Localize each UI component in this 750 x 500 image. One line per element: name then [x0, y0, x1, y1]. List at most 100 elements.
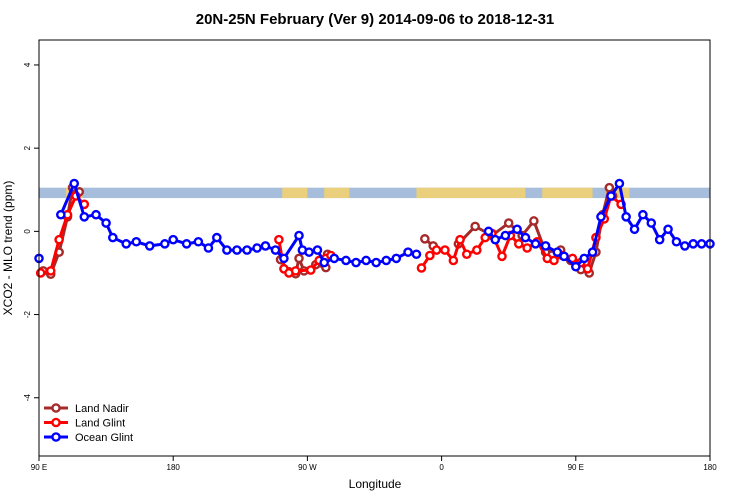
data-point [305, 265, 316, 275]
series-layer [34, 178, 715, 280]
data-point [351, 257, 361, 268]
data-point [688, 239, 699, 249]
data-point [549, 255, 559, 266]
legend-marker [51, 417, 61, 428]
data-point [54, 234, 64, 245]
data-point [654, 234, 665, 245]
chart-title: 20N-25N February (Ver 9) 2014-09-06 to 2… [196, 11, 555, 28]
data-point [232, 245, 242, 255]
data-point [260, 241, 271, 251]
data-point [361, 255, 371, 266]
x-tick-label: 90 E [31, 463, 47, 472]
data-point [461, 249, 472, 260]
data-point [500, 230, 511, 241]
data-point [371, 257, 381, 268]
data-point [381, 255, 392, 266]
data-point [79, 211, 90, 222]
data-point [490, 234, 501, 245]
y-tick-label: 0 [23, 229, 32, 234]
data-point [540, 241, 551, 251]
data-point [319, 257, 329, 268]
land-patch [416, 187, 526, 199]
land-patch [605, 187, 630, 199]
data-point [512, 224, 522, 235]
y-axis: -4 -2 0 2 4 [23, 62, 39, 401]
x-axis-label: Longitude [349, 477, 402, 491]
y-tick-label: 4 [23, 62, 32, 67]
data-point [503, 218, 514, 228]
series-land-glint [35, 191, 626, 278]
data-point [329, 253, 340, 264]
data-point [181, 239, 192, 249]
data-point [455, 234, 465, 245]
y-axis-label: XCO2 - MLO trend (ppm) [1, 181, 15, 316]
data-point [294, 253, 304, 264]
data-point [279, 253, 289, 264]
data-point [497, 251, 507, 262]
y-tick-label: -4 [23, 394, 32, 402]
data-point [403, 247, 413, 257]
data-point [341, 255, 351, 266]
data-point [56, 209, 66, 220]
data-point [168, 234, 178, 245]
data-point [472, 245, 482, 255]
data-point [391, 253, 402, 264]
data-point [513, 239, 524, 249]
data-point [193, 236, 204, 247]
data-point [411, 249, 422, 260]
x-tick-label: 0 [439, 463, 444, 472]
data-point [242, 245, 252, 255]
legend-label: Land Glint [75, 418, 125, 430]
data-point [629, 224, 640, 235]
data-point [663, 224, 673, 235]
series-ocean-glint [34, 178, 715, 272]
legend-item: Land Nadir [44, 403, 129, 415]
plot-frame [38, 39, 711, 457]
data-point [571, 261, 581, 272]
data-point [160, 239, 170, 249]
data-point [483, 226, 494, 237]
data-point [604, 182, 615, 193]
data-point [425, 250, 435, 261]
data-point [212, 232, 222, 243]
data-point [596, 211, 606, 222]
data-point [614, 178, 625, 189]
data-point [69, 178, 80, 189]
x-axis: 90 E 180 90 W 0 90 E 180 [31, 456, 717, 472]
y-tick-label: -2 [23, 310, 32, 318]
data-point [559, 251, 569, 262]
legend-item: Ocean Glint [44, 432, 133, 444]
data-point [252, 243, 262, 253]
data-point [606, 191, 616, 201]
data-point [312, 245, 323, 255]
x-tick-label: 180 [703, 463, 717, 472]
data-point [420, 234, 430, 244]
data-point [222, 245, 232, 255]
data-point [290, 266, 301, 276]
data-point [587, 247, 598, 257]
data-point [270, 245, 281, 255]
data-point [621, 211, 631, 222]
data-point [470, 221, 480, 232]
data-point [638, 209, 648, 220]
data-point [91, 209, 101, 220]
data-point [522, 243, 532, 253]
data-point [35, 268, 46, 278]
data-point [294, 230, 304, 241]
data-point [431, 245, 442, 255]
data-point [274, 234, 284, 245]
x-tick-label: 90 W [298, 463, 317, 472]
data-point [520, 232, 531, 243]
data-point [203, 243, 214, 253]
data-point [440, 245, 450, 255]
x-tick-label: 180 [167, 463, 181, 472]
data-point [529, 216, 539, 226]
data-point [45, 266, 56, 276]
ocean-band [39, 187, 710, 199]
x-tick-label: 90 E [568, 463, 584, 472]
legend-marker [51, 432, 61, 442]
data-point [552, 247, 563, 257]
data-point [121, 239, 132, 249]
data-point [144, 241, 155, 251]
